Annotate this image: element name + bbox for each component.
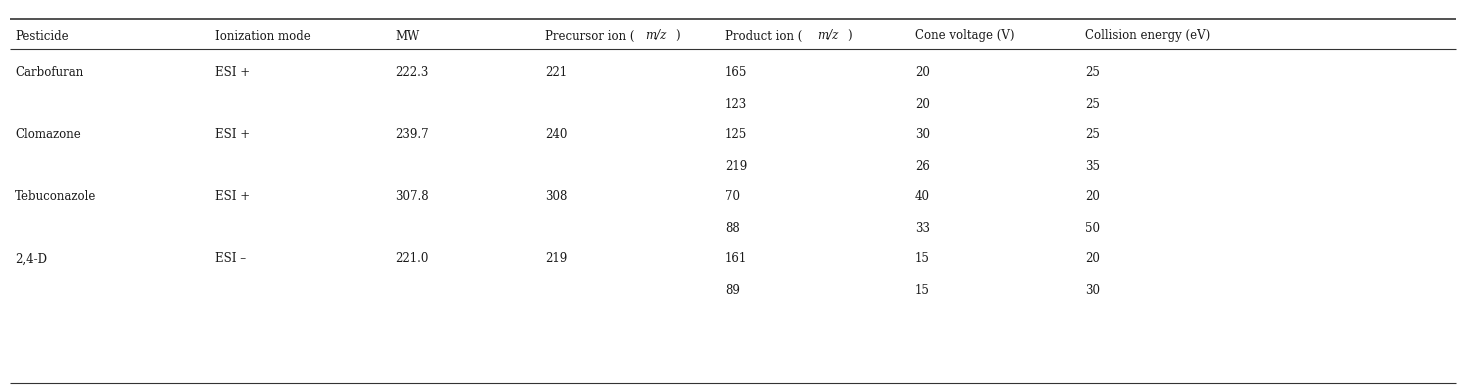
Text: Ionization mode: Ionization mode — [216, 29, 311, 43]
Text: 221.0: 221.0 — [394, 253, 428, 265]
Text: 308: 308 — [545, 190, 567, 203]
Text: 40: 40 — [915, 190, 929, 203]
Text: 35: 35 — [1085, 160, 1100, 172]
Text: Cone voltage (V): Cone voltage (V) — [915, 29, 1014, 43]
Text: 25: 25 — [1085, 129, 1100, 142]
Text: ESI +: ESI + — [216, 66, 251, 79]
Text: 15: 15 — [915, 253, 929, 265]
Text: ): ) — [674, 29, 680, 43]
Text: 20: 20 — [1085, 253, 1100, 265]
Text: Product ion (: Product ion ( — [726, 29, 802, 43]
Text: Clomazone: Clomazone — [15, 129, 81, 142]
Text: ESI +: ESI + — [216, 190, 251, 203]
Text: 240: 240 — [545, 129, 567, 142]
Text: MW: MW — [394, 29, 419, 43]
Text: Collision energy (eV): Collision energy (eV) — [1085, 29, 1211, 43]
Text: Tebuconazole: Tebuconazole — [15, 190, 97, 203]
Text: 123: 123 — [726, 97, 748, 111]
Text: 165: 165 — [726, 66, 748, 79]
Text: 25: 25 — [1085, 97, 1100, 111]
Text: 161: 161 — [726, 253, 748, 265]
Text: 33: 33 — [915, 221, 929, 235]
Text: 30: 30 — [1085, 283, 1100, 296]
Text: 219: 219 — [726, 160, 748, 172]
Text: 50: 50 — [1085, 221, 1100, 235]
Text: 125: 125 — [726, 129, 748, 142]
Text: Pesticide: Pesticide — [15, 29, 69, 43]
Text: 20: 20 — [1085, 190, 1100, 203]
Text: ): ) — [847, 29, 852, 43]
Text: Carbofuran: Carbofuran — [15, 66, 84, 79]
Text: 15: 15 — [915, 283, 929, 296]
Text: 219: 219 — [545, 253, 567, 265]
Text: 89: 89 — [726, 283, 740, 296]
Text: 221: 221 — [545, 66, 567, 79]
Text: 222.3: 222.3 — [394, 66, 428, 79]
Text: 2,4-D: 2,4-D — [15, 253, 47, 265]
Text: 239.7: 239.7 — [394, 129, 428, 142]
Text: 20: 20 — [915, 97, 929, 111]
Text: 30: 30 — [915, 129, 929, 142]
Text: ESI –: ESI – — [216, 253, 246, 265]
Text: m/z: m/z — [645, 29, 667, 43]
Text: 88: 88 — [726, 221, 740, 235]
Text: 20: 20 — [915, 66, 929, 79]
Text: m/z: m/z — [817, 29, 839, 43]
Text: 307.8: 307.8 — [394, 190, 428, 203]
Text: Precursor ion (: Precursor ion ( — [545, 29, 635, 43]
Text: 70: 70 — [726, 190, 740, 203]
Text: ESI +: ESI + — [216, 129, 251, 142]
Text: 25: 25 — [1085, 66, 1100, 79]
Text: 26: 26 — [915, 160, 929, 172]
